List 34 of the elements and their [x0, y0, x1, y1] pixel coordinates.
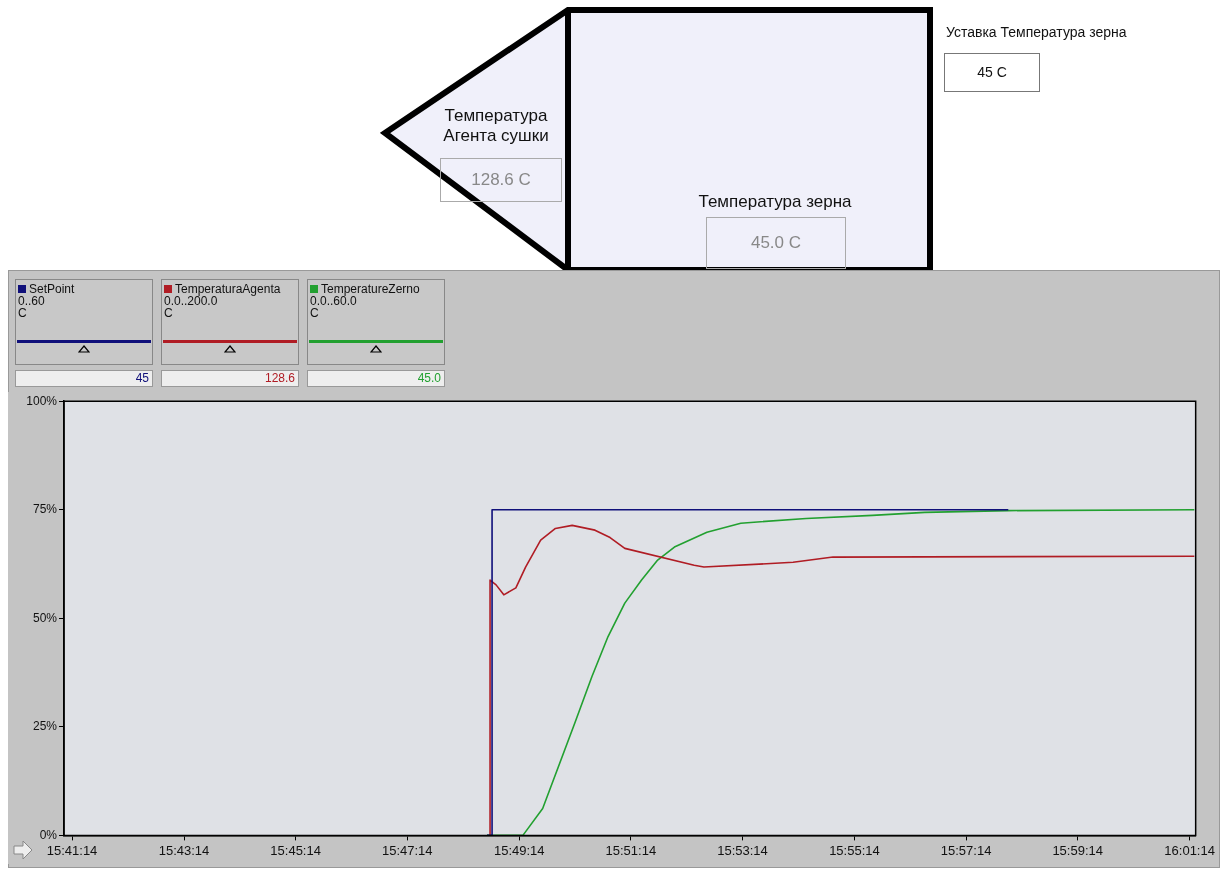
text: 0.0..200.0 [164, 294, 218, 308]
text: 45 [15, 370, 153, 387]
legend-label: TemperatureZerno [321, 282, 421, 296]
x-tick-label: 15:49:14 [493, 842, 545, 858]
x-tick-label: 15:57:14 [940, 842, 992, 858]
text: 128.6 [161, 370, 299, 387]
x-tick-label: 15:43:14 [158, 842, 210, 858]
text: Температура зерна [697, 192, 853, 212]
y-tick-label: 75% [32, 502, 58, 517]
text: 0.0..60.0 [310, 294, 357, 308]
y-tick-label: 50% [32, 610, 58, 625]
text: C [164, 306, 174, 320]
text: C [18, 306, 28, 320]
x-tick-label: 15:45:14 [270, 842, 321, 858]
text: Уставка Температура зерна [946, 23, 1128, 42]
x-tick-label: 15:47:14 [381, 842, 433, 858]
x-tick-label: 16:01:14 [1164, 842, 1215, 858]
x-tick-label: 15:51:14 [605, 842, 657, 858]
y-tick-label: 100% [26, 393, 58, 408]
y-tick-label: 25% [32, 719, 58, 734]
legend-label: TemperaturaAgenta [175, 282, 282, 296]
text: 45.0 [307, 370, 445, 387]
text: 45.0 C [706, 217, 846, 269]
x-tick-label: 15:59:14 [1052, 842, 1103, 858]
x-tick-label: 15:41:14 [46, 842, 98, 858]
text: Температура Агента сушки [442, 106, 550, 146]
text: 128.6 C [440, 158, 562, 202]
text: 45 C [944, 53, 1040, 92]
x-tick-label: 15:55:14 [829, 842, 880, 858]
x-tick-label: 15:53:14 [717, 842, 768, 858]
legend-label: SetPoint [28, 282, 76, 296]
y-tick-label: 0% [39, 827, 58, 842]
text: 0..60 [18, 294, 46, 308]
text: C [310, 306, 320, 320]
